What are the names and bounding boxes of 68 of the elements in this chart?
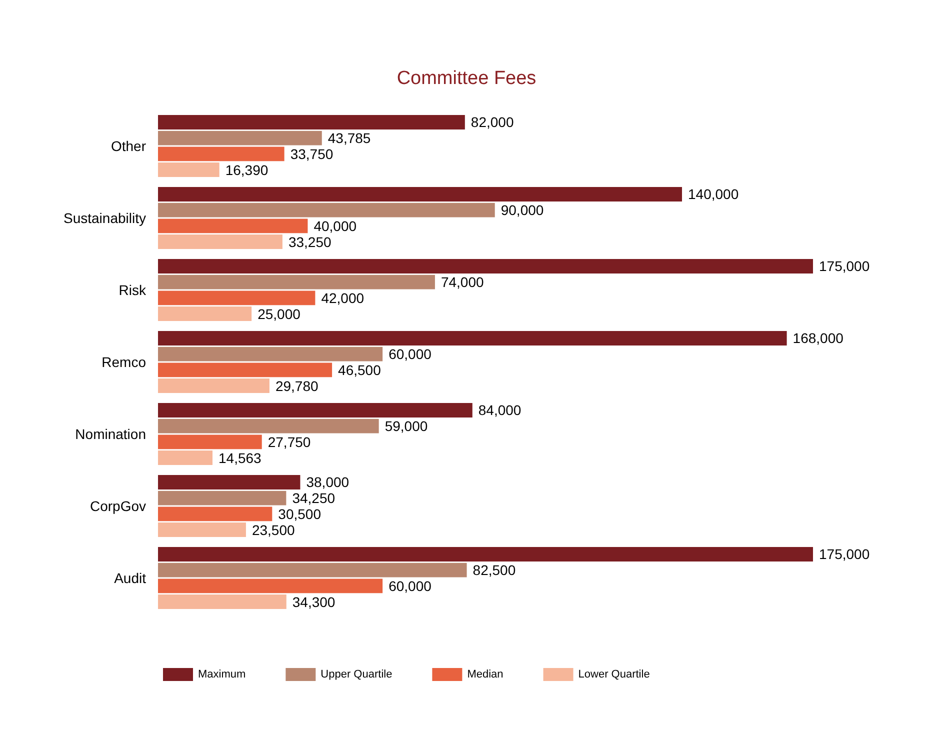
bar — [158, 115, 465, 130]
bar — [158, 547, 813, 562]
data-label: 30,500 — [278, 506, 322, 522]
data-label: 34,250 — [292, 490, 336, 506]
data-label: 140,000 — [688, 186, 739, 202]
data-label: 82,500 — [472, 562, 516, 578]
bar — [158, 562, 467, 578]
bar — [158, 346, 383, 362]
data-label: 90,000 — [500, 202, 544, 218]
bar — [158, 259, 813, 274]
data-label: 60,000 — [388, 346, 432, 362]
data-label: 27,750 — [268, 434, 311, 450]
bar — [158, 378, 270, 393]
bar — [158, 522, 246, 537]
data-label: 82,000 — [470, 114, 514, 130]
legend-label: Maximum — [198, 668, 246, 680]
data-label: 29,780 — [275, 378, 318, 394]
bar — [158, 274, 435, 290]
data-label: 25,000 — [258, 306, 301, 322]
y-tick-label: Sustainability — [64, 210, 146, 226]
bar — [158, 130, 322, 146]
bar — [158, 475, 300, 490]
bar — [158, 306, 252, 321]
data-label: 33,750 — [290, 146, 334, 162]
bar — [158, 450, 213, 465]
y-tick-label: Other — [110, 138, 146, 154]
bar — [158, 578, 383, 594]
bar — [158, 434, 262, 450]
data-label: 33,250 — [288, 234, 332, 250]
bar — [158, 202, 495, 218]
y-tick-label: CorpGov — [90, 498, 146, 514]
data-label: 60,000 — [388, 578, 432, 594]
y-tick-label: Audit — [114, 570, 146, 586]
data-label: 40,000 — [314, 218, 357, 234]
bar — [158, 506, 272, 522]
legend-label: Lower Quartile — [578, 668, 650, 680]
data-label: 59,000 — [384, 418, 428, 434]
bar — [158, 594, 286, 609]
data-label: 175,000 — [819, 546, 870, 562]
bar — [158, 331, 787, 346]
y-tick-label: Nomination — [75, 426, 146, 442]
data-label: 168,000 — [792, 330, 844, 346]
data-label: 74,000 — [440, 274, 484, 290]
bar — [158, 418, 379, 434]
data-label: 34,300 — [292, 594, 336, 610]
data-label: 38,000 — [306, 474, 350, 490]
bar — [158, 187, 682, 202]
bar — [158, 362, 332, 378]
chart-title: Committee Fees — [396, 68, 536, 89]
bar — [158, 403, 472, 418]
data-label: 84,000 — [478, 402, 522, 418]
bar — [158, 218, 308, 234]
legend-label: Upper Quartile — [320, 668, 392, 680]
y-tick-label: Risk — [118, 282, 147, 298]
bar — [158, 146, 284, 162]
data-label: 43,785 — [328, 130, 371, 146]
bar — [158, 234, 282, 249]
bar — [158, 162, 220, 177]
data-label: 42,000 — [321, 290, 364, 306]
data-label: 175,000 — [819, 258, 870, 274]
y-tick-label: Remco — [102, 354, 146, 370]
data-label: 23,500 — [252, 522, 295, 538]
data-label: 46,500 — [338, 362, 382, 378]
bar — [158, 290, 316, 306]
data-label: 14,563 — [218, 450, 262, 466]
data-label: 16,390 — [225, 162, 268, 178]
legend-label: Median — [467, 668, 504, 680]
bar — [158, 490, 286, 506]
